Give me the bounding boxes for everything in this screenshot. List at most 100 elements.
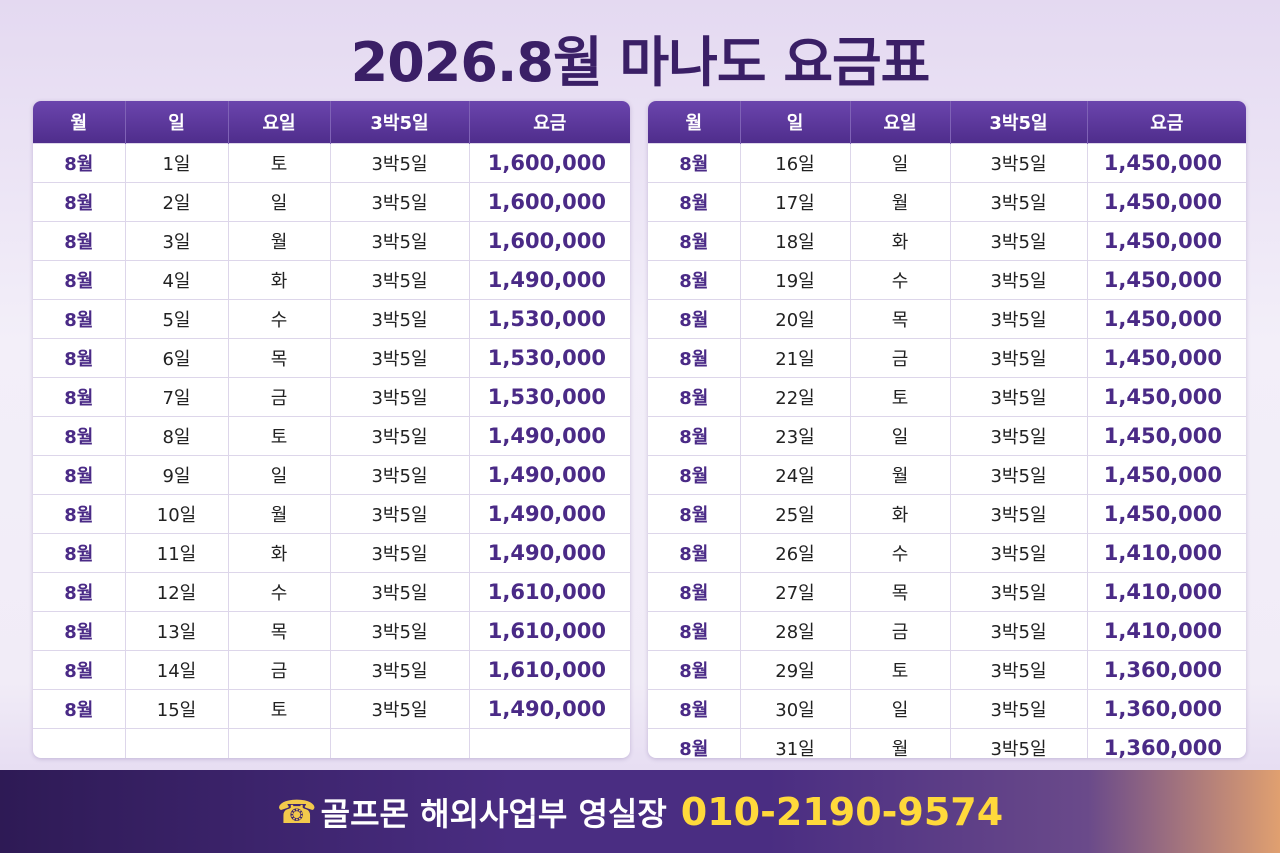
table-cell: 수 [850,533,951,573]
table-cell: 1,610,000 [469,650,630,690]
table-row: 8월 18일 화 3박5일 1,450,000 [648,221,1246,261]
table-cell: 8월 [33,533,126,573]
table-cell: 3박5일 [330,182,470,222]
column-header: 요일 [850,101,951,144]
table-cell: 5일 [125,299,229,339]
table-cell: 8월 [648,260,741,300]
table-row: 8월 23일 일 3박5일 1,450,000 [648,416,1246,456]
table-cell: 3일 [125,221,229,261]
table-cell: 8월 [648,728,741,758]
table-cell: 목 [228,611,331,651]
title: 2026.8월 마나도 요금표 [350,31,931,94]
table-row: 8월 17일 월 3박5일 1,450,000 [648,182,1246,222]
table-cell: 월 [850,455,951,495]
table-cell: 4일 [125,260,229,300]
table-cell: 8월 [648,455,741,495]
table-row: 8월 10일 월 3박5일 1,490,000 [33,494,630,534]
footer: ☎ 골프몬 해외사업부 영실장 010-2190-9574 [0,770,1280,853]
table-cell: 24일 [740,455,851,495]
table-cell: 금 [228,377,331,417]
table-cell: 12일 [125,572,229,612]
table-cell: 3박5일 [330,533,470,573]
table-cell: 6일 [125,338,229,378]
table-cell: 17일 [740,182,851,222]
table-cell: 1,530,000 [469,338,630,378]
footer-text: 골프몬 해외사업부 영실장 [320,794,667,833]
table-cell: 목 [850,299,951,339]
table: 월 일 요일 3박5일 요금 8월 1일 토 3박5일 1,600,000 8월 2일 일 3박5일 1,6… [33,101,630,758]
empty-cell [469,728,630,758]
table-cell: 16일 [740,143,851,183]
empty-cell [228,728,331,758]
table-cell: 1,490,000 [469,494,630,534]
column-header: 일 [740,101,851,144]
table-cell: 3박5일 [950,377,1088,417]
table-cell: 3박5일 [950,572,1088,612]
table-cell: 금 [850,611,951,651]
table-row: 8월 30일 일 3박5일 1,360,000 [648,689,1246,729]
table-cell: 1,610,000 [469,611,630,651]
table-cell: 27일 [740,572,851,612]
table-cell: 1,450,000 [1087,338,1246,378]
table-cell: 1,450,000 [1087,416,1246,456]
table-cell: 토 [850,377,951,417]
table-cell: 8일 [125,416,229,456]
table-cell: 8월 [648,533,741,573]
table-row: 8월 16일 일 3박5일 1,450,000 [648,143,1246,183]
table-cell: 8월 [33,260,126,300]
table-row: 8월 31일 월 3박5일 1,360,000 [648,728,1246,758]
table-row: 8월 13일 목 3박5일 1,610,000 [33,611,630,651]
table-cell: 3박5일 [330,377,470,417]
table-cell: 3박5일 [950,416,1088,456]
table-cell: 8월 [33,611,126,651]
column-header: 요일 [228,101,331,144]
table-cell: 8월 [33,143,126,183]
table-cell: 3박5일 [330,494,470,534]
table-row: 8월 3일 월 3박5일 1,600,000 [33,221,630,261]
table-cell: 3박5일 [950,143,1088,183]
table-cell: 1일 [125,143,229,183]
table-cell: 8월 [648,572,741,612]
empty-cell [330,728,470,758]
table-cell: 30일 [740,689,851,729]
table-cell: 1,490,000 [469,260,630,300]
table-cell: 3박5일 [330,260,470,300]
table-cell: 8월 [648,611,741,651]
table-cell: 토 [850,650,951,690]
table-cell: 3박5일 [950,338,1088,378]
table-cell: 25일 [740,494,851,534]
table-row: 8월 7일 금 3박5일 1,530,000 [33,377,630,417]
table-row: 8월 12일 수 3박5일 1,610,000 [33,572,630,612]
table-cell: 금 [850,338,951,378]
table-cell: 1,360,000 [1087,650,1246,690]
table-cell: 1,490,000 [469,455,630,495]
table-cell: 28일 [740,611,851,651]
table-cell: 3박5일 [330,650,470,690]
table-cell: 토 [228,689,331,729]
table-cell: 1,530,000 [469,299,630,339]
table-cell: 3박5일 [950,182,1088,222]
table-cell: 수 [228,299,331,339]
table-cell: 18일 [740,221,851,261]
table-cell: 토 [228,143,331,183]
table-cell: 1,450,000 [1087,182,1246,222]
table-cell: 1,410,000 [1087,572,1246,612]
table-row: 8월 27일 목 3박5일 1,410,000 [648,572,1246,612]
table-cell: 목 [228,338,331,378]
table-cell: 일 [228,182,331,222]
table-cell: 3박5일 [330,143,470,183]
table-cell: 8월 [648,299,741,339]
table-cell: 1,410,000 [1087,533,1246,573]
table: 월 일 요일 3박5일 요금 8월 16일 일 3박5일 1,450,000 8월 17일 월 3박5일 1… [648,101,1246,758]
table-cell: 수 [850,260,951,300]
table-cell: 금 [228,650,331,690]
table-cell: 8월 [33,494,126,534]
table-cell: 7일 [125,377,229,417]
column-header: 일 [125,101,229,144]
table-cell: 3박5일 [950,221,1088,261]
table-row: 8월 14일 금 3박5일 1,610,000 [33,650,630,690]
table-cell: 11일 [125,533,229,573]
table-cell: 19일 [740,260,851,300]
table-cell: 20일 [740,299,851,339]
header-row: 월 일 요일 3박5일 요금 [33,101,630,144]
